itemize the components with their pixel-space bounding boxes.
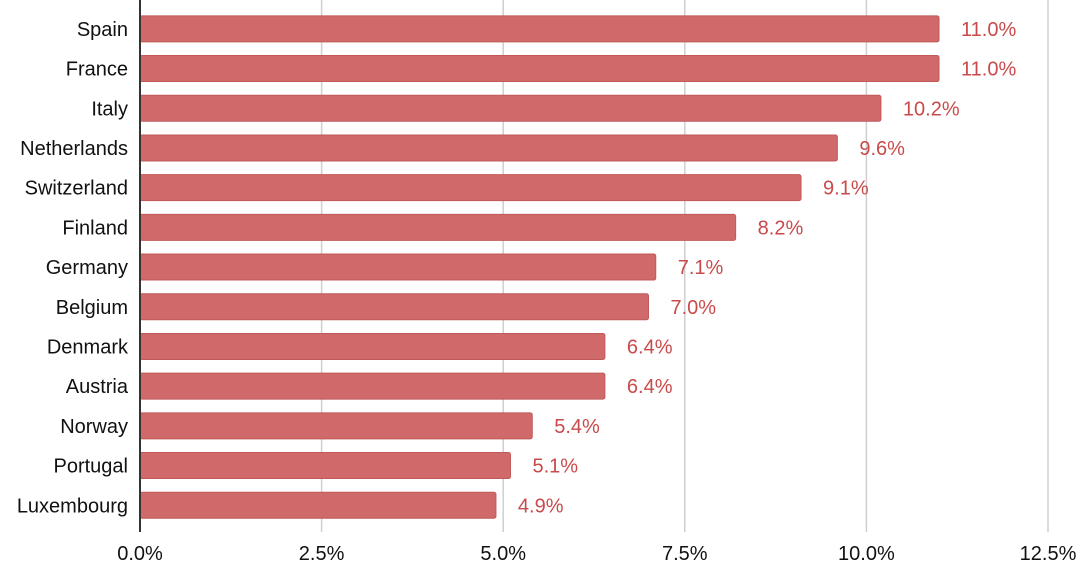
data-label: 5.1% bbox=[532, 456, 578, 478]
data-label: 9.1% bbox=[823, 178, 869, 200]
x-tick-label: 7.5% bbox=[662, 543, 708, 565]
bar-austria bbox=[139, 372, 606, 400]
category-label: Belgium bbox=[56, 297, 128, 319]
bar-italy bbox=[139, 94, 882, 122]
data-label: 6.4% bbox=[627, 336, 673, 358]
category-label: Portugal bbox=[54, 456, 129, 478]
x-tick-label: 10.0% bbox=[838, 543, 895, 565]
x-tick-label: 12.5% bbox=[1020, 543, 1077, 565]
bar-belgium bbox=[139, 293, 649, 321]
data-label: 7.0% bbox=[670, 297, 716, 319]
category-label: Norway bbox=[60, 416, 128, 438]
data-label: 11.0% bbox=[961, 59, 1016, 81]
data-label: 9.6% bbox=[859, 138, 905, 160]
data-label: 6.4% bbox=[627, 376, 673, 398]
category-label: Austria bbox=[66, 376, 129, 398]
data-label: 4.9% bbox=[518, 495, 564, 517]
bar-luxembourg bbox=[139, 491, 497, 519]
data-label: 5.4% bbox=[554, 416, 600, 438]
category-label: Italy bbox=[91, 98, 128, 120]
x-tick-label: 5.0% bbox=[480, 543, 526, 565]
category-label: Denmark bbox=[47, 336, 129, 358]
bars bbox=[139, 15, 940, 519]
labels: Spain 11.0% France 11.0% Italy 10.2% Netherlan… bbox=[17, 19, 1077, 565]
bar-finland bbox=[139, 213, 737, 241]
bar-norway bbox=[139, 412, 533, 440]
category-label: Germany bbox=[46, 257, 128, 279]
bar-netherlands bbox=[139, 134, 838, 162]
bar-denmark bbox=[139, 332, 606, 360]
bar-germany bbox=[139, 253, 657, 281]
gridlines bbox=[320, 0, 1049, 532]
data-label: 7.1% bbox=[678, 257, 724, 279]
category-label: France bbox=[66, 59, 128, 81]
data-label: 11.0% bbox=[961, 19, 1016, 41]
category-label: Switzerland bbox=[25, 178, 128, 200]
x-tick-label: 0.0% bbox=[117, 543, 163, 565]
bar-spain bbox=[139, 15, 940, 43]
x-tick-label: 2.5% bbox=[299, 543, 345, 565]
category-label: Finland bbox=[62, 217, 128, 239]
bar-france bbox=[139, 55, 940, 83]
category-label: Spain bbox=[77, 19, 128, 41]
category-label: Netherlands bbox=[20, 138, 128, 160]
data-label: 10.2% bbox=[903, 98, 960, 120]
category-label: Luxembourg bbox=[17, 495, 128, 517]
bar-switzerland bbox=[139, 174, 802, 202]
data-label: 8.2% bbox=[758, 217, 804, 239]
bar-portugal bbox=[139, 452, 511, 480]
